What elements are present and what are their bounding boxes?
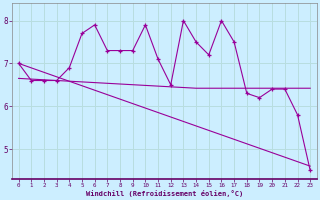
X-axis label: Windchill (Refroidissement éolien,°C): Windchill (Refroidissement éolien,°C) [86,190,243,197]
